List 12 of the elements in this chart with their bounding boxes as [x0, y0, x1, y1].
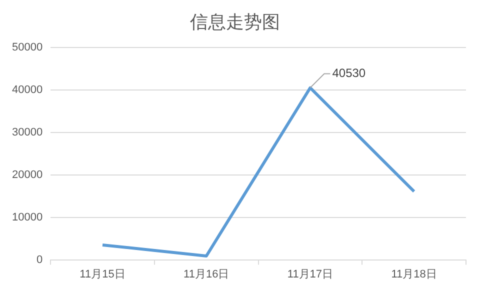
- x-tick-label: 11月17日: [287, 268, 334, 280]
- chart-title: 信息走势图: [190, 12, 280, 32]
- y-tick-label: 50000: [12, 42, 43, 54]
- y-tick-label: 10000: [12, 211, 43, 224]
- y-tick-label: 30000: [12, 126, 43, 139]
- annotation: 40530: [332, 66, 366, 80]
- y-tick-label: 0: [36, 254, 43, 266]
- x-tick-label: 11月16日: [184, 268, 230, 280]
- x-tick-label: 11月18日: [391, 268, 437, 280]
- y-tick-label: 20000: [12, 168, 43, 181]
- y-tick-label: 40000: [12, 84, 43, 96]
- x-tick-label: 11月15日: [80, 268, 126, 280]
